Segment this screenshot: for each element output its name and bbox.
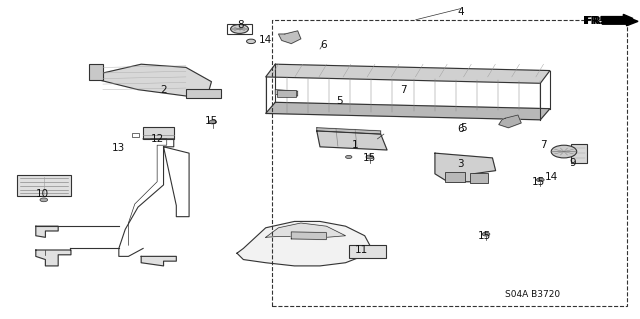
Text: S04A B3720: S04A B3720 [505,290,561,299]
Text: 15: 15 [205,116,218,126]
Text: 6: 6 [320,40,326,50]
Text: 2: 2 [160,85,167,95]
Polygon shape [601,14,633,23]
Polygon shape [266,64,550,83]
Text: 4: 4 [457,7,464,17]
Bar [276,90,296,97]
Text: 15: 15 [532,177,545,187]
Text: 14: 14 [545,172,559,182]
Polygon shape [275,90,298,96]
Circle shape [482,232,490,236]
Bar [349,245,386,258]
Bar [227,24,252,34]
Bar [571,144,587,163]
Circle shape [346,155,352,159]
Text: 3: 3 [457,159,464,169]
Text: 9: 9 [569,158,575,168]
Text: 7: 7 [540,140,547,150]
Text: FR.: FR. [585,16,605,26]
Bar [272,20,627,306]
Text: FR.: FR. [583,16,604,26]
Text: 6: 6 [457,124,464,134]
Text: 13: 13 [112,143,125,153]
Polygon shape [36,250,71,266]
Bar [445,172,465,182]
Polygon shape [435,153,495,182]
Bar [17,175,71,196]
Text: 15: 15 [363,153,376,163]
Polygon shape [278,31,301,44]
Polygon shape [141,256,176,266]
Polygon shape [266,102,550,120]
Bar [143,127,173,139]
Circle shape [40,198,47,202]
Circle shape [551,145,577,158]
Polygon shape [100,64,211,96]
FancyArrow shape [602,17,638,26]
Text: 14: 14 [259,35,273,45]
Text: 5: 5 [460,123,467,133]
Polygon shape [291,232,326,240]
Bar [132,133,140,137]
Text: 15: 15 [478,231,492,241]
Text: 11: 11 [355,245,368,255]
Text: 7: 7 [400,85,406,95]
Polygon shape [317,128,381,134]
Polygon shape [237,221,370,266]
Text: 8: 8 [237,19,243,30]
Circle shape [230,25,248,33]
Circle shape [246,39,255,44]
Text: 1: 1 [352,140,358,150]
Polygon shape [317,131,387,150]
Bar [186,89,221,98]
Circle shape [209,120,216,124]
Text: 12: 12 [150,134,164,144]
Circle shape [536,178,544,182]
Bar [470,173,488,183]
Polygon shape [499,115,521,128]
Text: 5: 5 [336,96,342,106]
Polygon shape [36,226,58,237]
Text: 10: 10 [36,189,49,199]
Circle shape [366,155,374,159]
Polygon shape [266,223,346,237]
Bar [89,63,103,80]
